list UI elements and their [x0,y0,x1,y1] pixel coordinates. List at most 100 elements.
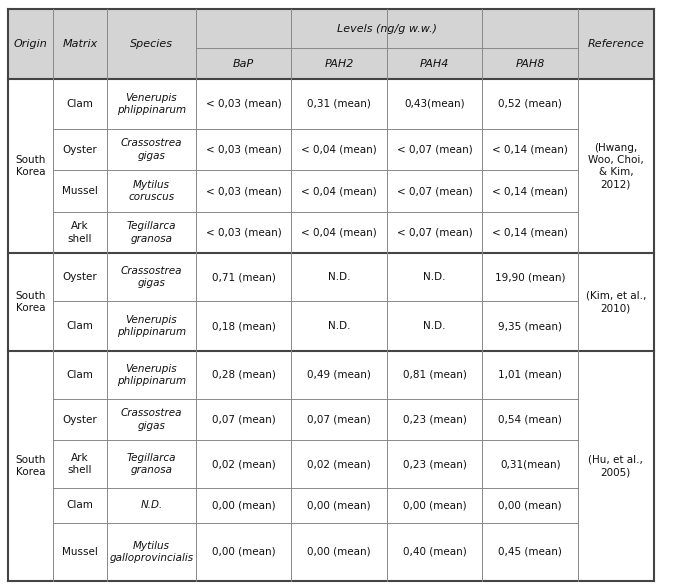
Text: Clam: Clam [66,321,93,331]
Text: 0,02 (mean): 0,02 (mean) [212,459,275,469]
Text: < 0,04 (mean): < 0,04 (mean) [301,186,377,196]
Text: South
Korea: South Korea [16,455,46,478]
Text: < 0,14 (mean): < 0,14 (mean) [492,186,568,196]
Text: BaP: BaP [233,59,254,69]
Bar [8,9,53,79]
Text: < 0,07 (mean): < 0,07 (mean) [397,186,472,196]
Text: N.D.: N.D. [328,272,350,282]
Bar [578,253,653,301]
Text: 0,49 (mean): 0,49 (mean) [307,370,371,380]
Text: Mytilus
galloprovincialis: Mytilus galloprovincialis [109,541,194,563]
Bar [53,212,107,253]
Bar [483,171,578,212]
Text: Ark
shell: Ark shell [68,453,92,475]
Bar [107,440,196,488]
Text: 0,00 (mean): 0,00 (mean) [498,500,562,510]
Bar [8,253,53,301]
Text: 0,81 (mean): 0,81 (mean) [403,370,466,380]
Text: Mussel: Mussel [62,547,98,557]
Text: 0,43(mean): 0,43(mean) [404,99,465,109]
Bar [8,488,53,523]
Bar [196,398,292,440]
Bar [196,253,292,301]
Bar [8,129,53,171]
Text: (Kim, et al.,
2010): (Kim, et al., 2010) [586,291,646,314]
Bar [578,129,653,171]
Bar [387,440,483,488]
Bar [292,212,387,253]
Bar [483,301,578,351]
Text: N.D.: N.D. [140,500,163,510]
Text: Crassostrea
gigas: Crassostrea gigas [121,266,182,288]
Bar [196,79,292,129]
Bar [8,398,53,440]
Bar [53,351,107,398]
Bar [292,301,387,351]
Text: N.D.: N.D. [328,321,350,331]
Bar [578,9,653,79]
Bar [107,212,196,253]
Bar [53,171,107,212]
Bar [107,351,196,398]
Bar [196,171,292,212]
Bar [387,351,483,398]
Text: < 0,03 (mean): < 0,03 (mean) [206,145,281,155]
Bar [387,301,483,351]
Bar [387,212,483,253]
Text: Oyster: Oyster [63,272,97,282]
Text: Crassostrea
gigas: Crassostrea gigas [121,408,182,431]
Bar [196,212,292,253]
Text: 0,71 (mean): 0,71 (mean) [212,272,275,282]
Text: < 0,03 (mean): < 0,03 (mean) [206,99,281,109]
Text: N.D.: N.D. [423,321,446,331]
Text: Venerupis
phlippinarum: Venerupis phlippinarum [117,315,186,337]
Bar [196,440,292,488]
Bar [483,488,578,523]
Bar [578,351,653,398]
Text: < 0,07 (mean): < 0,07 (mean) [397,227,472,237]
Text: Reference: Reference [587,39,644,49]
Bar [578,301,653,351]
Text: 0,45 (mean): 0,45 (mean) [498,547,562,557]
Bar [8,351,53,398]
Text: Clam: Clam [66,99,93,109]
Bar [387,171,483,212]
Text: Venerupis
phlippinarum: Venerupis phlippinarum [117,93,186,115]
Bar [483,351,578,398]
Bar [53,523,107,581]
Bar [53,253,107,301]
Text: 0,00 (mean): 0,00 (mean) [403,500,466,510]
Bar [53,9,107,79]
Bar [578,488,653,523]
Bar [387,253,483,301]
Bar [107,488,196,523]
Bar [578,212,653,253]
Text: 1,01 (mean): 1,01 (mean) [498,370,562,380]
Bar [292,129,387,171]
Bar [483,523,578,581]
Text: Mussel: Mussel [62,186,98,196]
Text: Oyster: Oyster [63,145,97,155]
Text: < 0,14 (mean): < 0,14 (mean) [492,227,568,237]
Text: (Hu, et al.,
2005): (Hu, et al., 2005) [589,455,643,478]
Bar [53,488,107,523]
Text: Tegillarca
granosa: Tegillarca granosa [127,453,176,475]
Bar [196,301,292,351]
Text: South
Korea: South Korea [16,291,46,314]
Bar [107,79,196,129]
Bar [578,79,653,129]
Bar [196,351,292,398]
Text: 0,07 (mean): 0,07 (mean) [307,414,371,424]
Text: 0,18 (mean): 0,18 (mean) [212,321,275,331]
Text: 0,40 (mean): 0,40 (mean) [403,547,466,557]
Text: Tegillarca
granosa: Tegillarca granosa [127,222,176,244]
Bar [196,129,292,171]
Bar [292,440,387,488]
Text: PAH8: PAH8 [516,59,545,69]
Text: 9,35 (mean): 9,35 (mean) [498,321,562,331]
Bar [8,523,53,581]
Bar [107,253,196,301]
Bar [483,9,578,79]
Bar [578,440,653,488]
Text: 0,07 (mean): 0,07 (mean) [212,414,275,424]
